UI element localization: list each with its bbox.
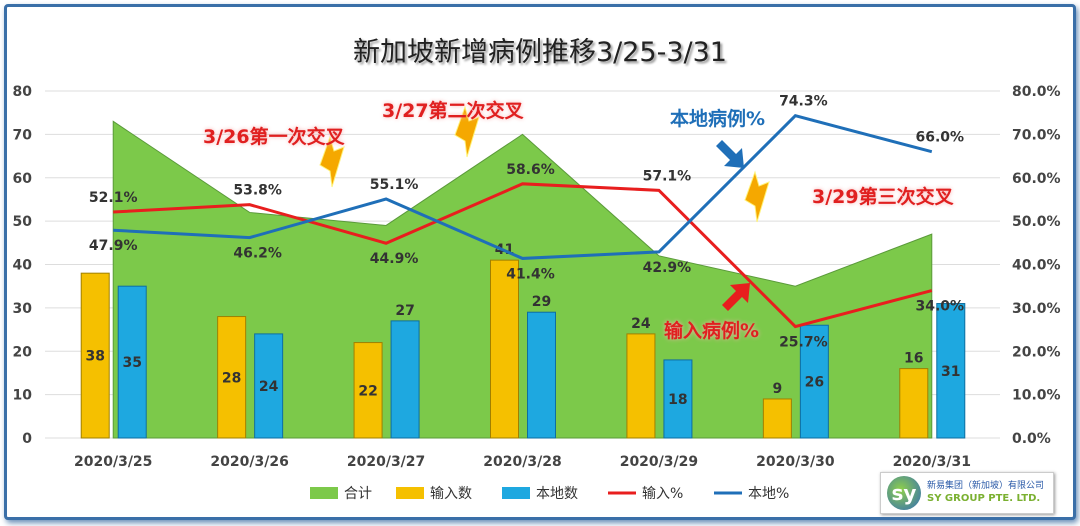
annotation-second-cross: 3/27第二次交叉 bbox=[382, 100, 524, 122]
lightning-icon bbox=[744, 170, 770, 223]
x-tick-label: 2020/3/27 bbox=[347, 454, 425, 470]
legend-swatch bbox=[502, 487, 530, 499]
legend-label: 合计 bbox=[344, 486, 372, 502]
line-label: 25.7% bbox=[779, 335, 828, 351]
bar-local bbox=[527, 311, 556, 439]
legend-label: 本地% bbox=[748, 486, 789, 502]
bar-label: 27 bbox=[395, 303, 414, 319]
line-label: 74.3% bbox=[779, 94, 828, 110]
line-label: 58.6% bbox=[506, 162, 555, 178]
y2-tick-label: 40.0% bbox=[1012, 258, 1061, 274]
bar-local bbox=[663, 359, 693, 439]
company-logo: sy 新易集团（新加坡）有限公司 SY GROUP PTE. LTD. bbox=[880, 472, 1054, 514]
logo-en: SY GROUP PTE. LTD. bbox=[927, 493, 1041, 504]
line-label: 34.0% bbox=[915, 299, 964, 315]
bar-local bbox=[390, 320, 420, 439]
bar-label: 24 bbox=[259, 379, 279, 395]
annotation-import-pct: 输入病例% bbox=[664, 320, 760, 342]
logo-mark: sy bbox=[887, 476, 921, 510]
line-label: 41.4% bbox=[506, 266, 555, 282]
legend-label: 本地数 bbox=[536, 486, 578, 502]
bar-label: 9 bbox=[772, 381, 782, 397]
annotation-first-cross: 3/26第一次交叉 bbox=[203, 126, 345, 148]
y2-tick-label: 80.0% bbox=[1012, 84, 1061, 100]
x-tick-label: 2020/3/29 bbox=[620, 454, 698, 470]
lightning-icon bbox=[454, 105, 480, 158]
arrow-icon bbox=[716, 140, 744, 168]
y2-tick-label: 20.0% bbox=[1012, 344, 1061, 360]
bar-import bbox=[353, 342, 383, 439]
y-tick-label: 10 bbox=[13, 388, 33, 404]
line-import-pct bbox=[113, 182, 933, 329]
bar-local bbox=[254, 333, 284, 439]
line-label: 66.0% bbox=[915, 130, 964, 146]
bar-label: 38 bbox=[85, 349, 104, 365]
area-total bbox=[112, 120, 933, 439]
y2-tick-label: 30.0% bbox=[1012, 301, 1061, 317]
y-tick-label: 70 bbox=[13, 127, 33, 143]
bar-local bbox=[936, 303, 966, 439]
line-label: 53.8% bbox=[233, 183, 282, 199]
y2-tick-label: 10.0% bbox=[1012, 388, 1061, 404]
y2-tick-label: 0.0% bbox=[1012, 431, 1051, 447]
line-label: 57.1% bbox=[643, 168, 692, 184]
x-tick-label: 2020/3/25 bbox=[74, 454, 152, 470]
y-tick-label: 30 bbox=[13, 301, 33, 317]
bar-label: 18 bbox=[668, 392, 687, 408]
line-label: 52.1% bbox=[89, 190, 138, 206]
legend-label: 输入% bbox=[642, 486, 683, 502]
y-tick-label: 20 bbox=[13, 344, 33, 360]
legend-swatch bbox=[396, 487, 424, 499]
bar-label: 22 bbox=[358, 383, 377, 399]
line-label: 42.9% bbox=[643, 260, 692, 276]
annotation-third-cross: 3/29第三次交叉 bbox=[812, 186, 954, 208]
bar-import bbox=[899, 368, 929, 439]
annotation-local-pct: 本地病例% bbox=[670, 108, 766, 130]
bar-import bbox=[762, 398, 792, 439]
bar-import bbox=[490, 259, 519, 439]
bar-import bbox=[626, 333, 656, 439]
chart-title: 新加坡新增病例推移3/25-3/31 bbox=[352, 37, 727, 68]
bar-label: 29 bbox=[532, 294, 551, 310]
lightning-icon bbox=[319, 135, 345, 188]
arrow-icon bbox=[722, 283, 750, 311]
x-tick-label: 2020/3/30 bbox=[756, 454, 835, 470]
bar-label: 16 bbox=[904, 351, 923, 367]
y2-tick-label: 60.0% bbox=[1012, 171, 1061, 187]
bar-label: 24 bbox=[631, 316, 651, 332]
bar-local bbox=[799, 324, 829, 439]
bar-import bbox=[80, 272, 110, 439]
bar-local bbox=[117, 285, 147, 439]
legend-swatch bbox=[310, 487, 338, 499]
y-tick-label: 80 bbox=[13, 84, 33, 100]
bar-label: 35 bbox=[122, 355, 141, 371]
bar-label: 28 bbox=[222, 370, 241, 386]
x-tick-label: 2020/3/31 bbox=[893, 454, 971, 470]
line-local-pct bbox=[113, 114, 933, 260]
logo-cn: 新易集团（新加坡）有限公司 bbox=[927, 481, 1045, 491]
x-tick-label: 2020/3/28 bbox=[483, 454, 561, 470]
bar-label: 31 bbox=[941, 364, 960, 380]
legend-label: 输入数 bbox=[430, 486, 472, 502]
x-tick-label: 2020/3/26 bbox=[210, 454, 288, 470]
bar-label: 26 bbox=[805, 375, 824, 391]
line-label: 55.1% bbox=[370, 177, 419, 193]
y-tick-label: 60 bbox=[13, 171, 33, 187]
y2-tick-label: 50.0% bbox=[1012, 214, 1061, 230]
line-label: 44.9% bbox=[370, 251, 419, 267]
y-tick-label: 40 bbox=[13, 258, 33, 274]
y-tick-label: 0 bbox=[22, 431, 32, 447]
line-label: 47.9% bbox=[89, 238, 138, 254]
y-tick-label: 50 bbox=[13, 214, 33, 230]
line-label: 46.2% bbox=[233, 246, 282, 262]
bar-import bbox=[217, 316, 247, 439]
y2-tick-label: 70.0% bbox=[1012, 127, 1061, 143]
